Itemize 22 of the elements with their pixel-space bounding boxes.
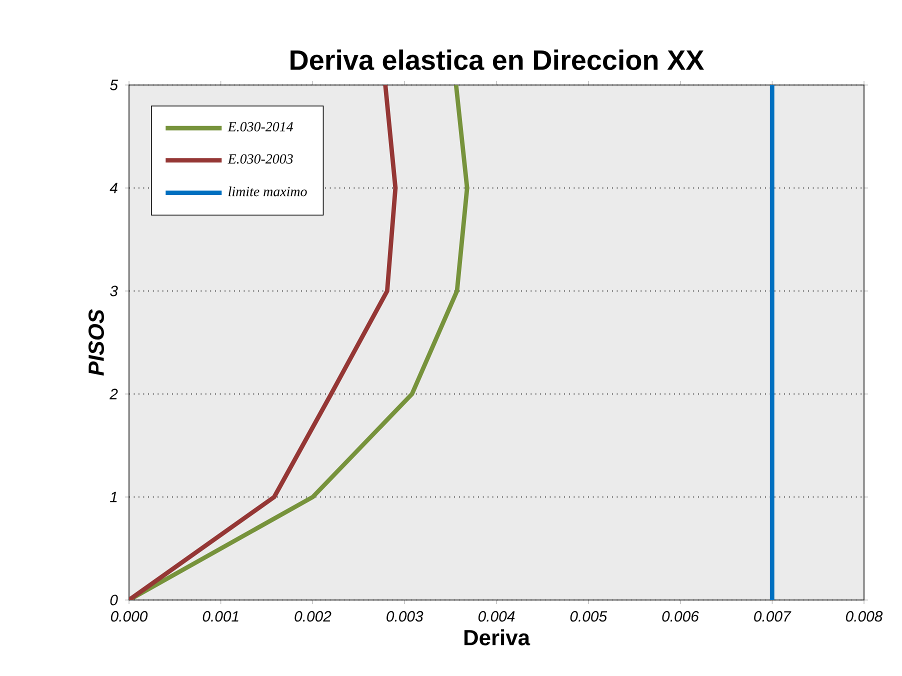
x-axis-title: Deriva	[464, 629, 530, 646]
legend-label: E.030-2014	[228, 122, 293, 132]
line-series	[129, 85, 398, 600]
x-tick-label: 0.005	[570, 611, 608, 622]
y-tick-label: 2	[110, 388, 118, 400]
chart-title: Deriva elastica en Direccion XX	[290, 50, 704, 70]
y-tick-label: 1	[110, 492, 117, 502]
x-tick-label: 0.003	[386, 611, 424, 622]
y-tick-label: 5	[110, 80, 118, 90]
y-tick-label: 4	[110, 182, 118, 194]
x-tick-label: 0.006	[662, 611, 699, 622]
legend-label: E.030-2003	[228, 154, 293, 164]
y-axis-title: PISOS	[88, 309, 104, 376]
y-tick-label: 0	[110, 594, 118, 606]
x-tick-label: 0.001	[202, 611, 238, 622]
x-tick-label: 0.007	[754, 611, 792, 622]
legend-label: limite maximo	[228, 186, 307, 196]
x-tick-label: 0.002	[294, 611, 332, 622]
x-tick-label: 0.000	[110, 611, 148, 622]
x-tick-label: 0.004	[478, 611, 515, 622]
y-tick-label: 3	[110, 286, 118, 296]
x-tick-label: 0.008	[846, 611, 883, 622]
